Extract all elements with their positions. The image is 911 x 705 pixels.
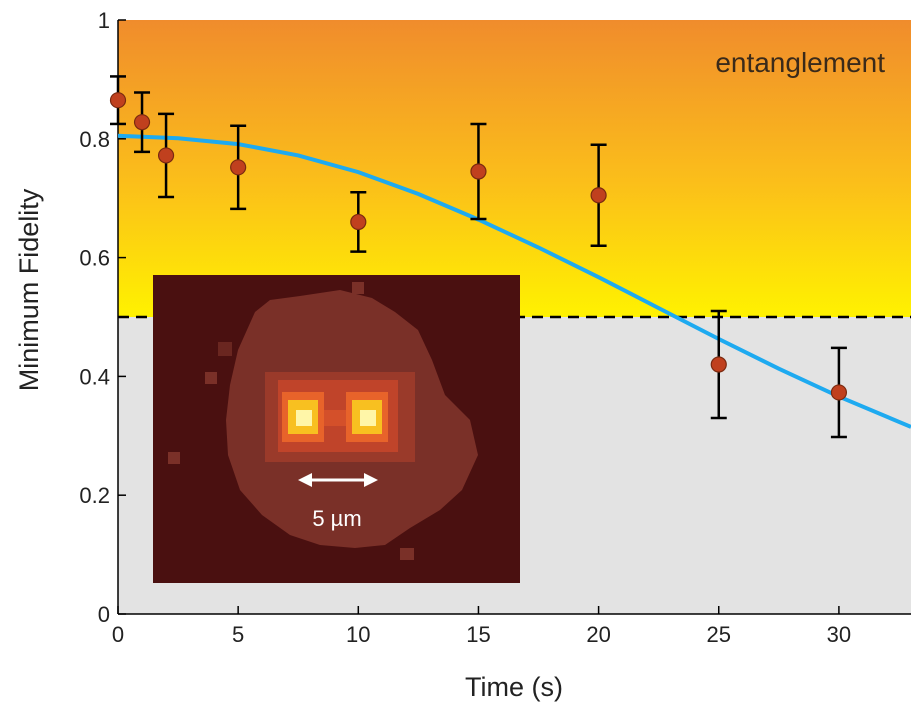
- data-point: [710, 356, 727, 373]
- y-tick-label: 0: [98, 602, 110, 627]
- x-tick-label: 20: [586, 622, 610, 647]
- x-tick-label: 25: [707, 622, 731, 647]
- data-point: [830, 384, 848, 401]
- fit-curve: [118, 133, 911, 429]
- entanglement-region: [118, 20, 911, 317]
- y-tick-label: 1: [98, 8, 110, 33]
- x-tick-label: 10: [346, 622, 370, 647]
- data-point: [109, 92, 127, 109]
- entanglement-label: entanglement: [715, 47, 885, 78]
- y-tick-label: 0.6: [79, 246, 110, 271]
- data-point: [470, 163, 487, 180]
- data-point: [230, 159, 247, 176]
- y-tick-label: 0.4: [79, 364, 110, 389]
- x-tick-label: 15: [466, 622, 490, 647]
- inset-image: 5 µm: [153, 275, 520, 583]
- y-tick-label: 0.2: [79, 483, 110, 508]
- y-tick-label: 0.8: [79, 127, 110, 152]
- data-point: [157, 147, 175, 164]
- x-tick-label: 0: [112, 622, 124, 647]
- data-point: [350, 213, 367, 231]
- y-axis-title: Minimum Fidelity: [14, 188, 44, 391]
- scale-arrow: [298, 473, 378, 487]
- x-tick-label: 5: [232, 622, 244, 647]
- data-point: [590, 187, 607, 204]
- x-tick-label: 30: [827, 622, 851, 647]
- scale-label: 5 µm: [312, 506, 361, 531]
- x-axis-title: Time (s): [465, 672, 563, 702]
- data-point: [133, 114, 151, 131]
